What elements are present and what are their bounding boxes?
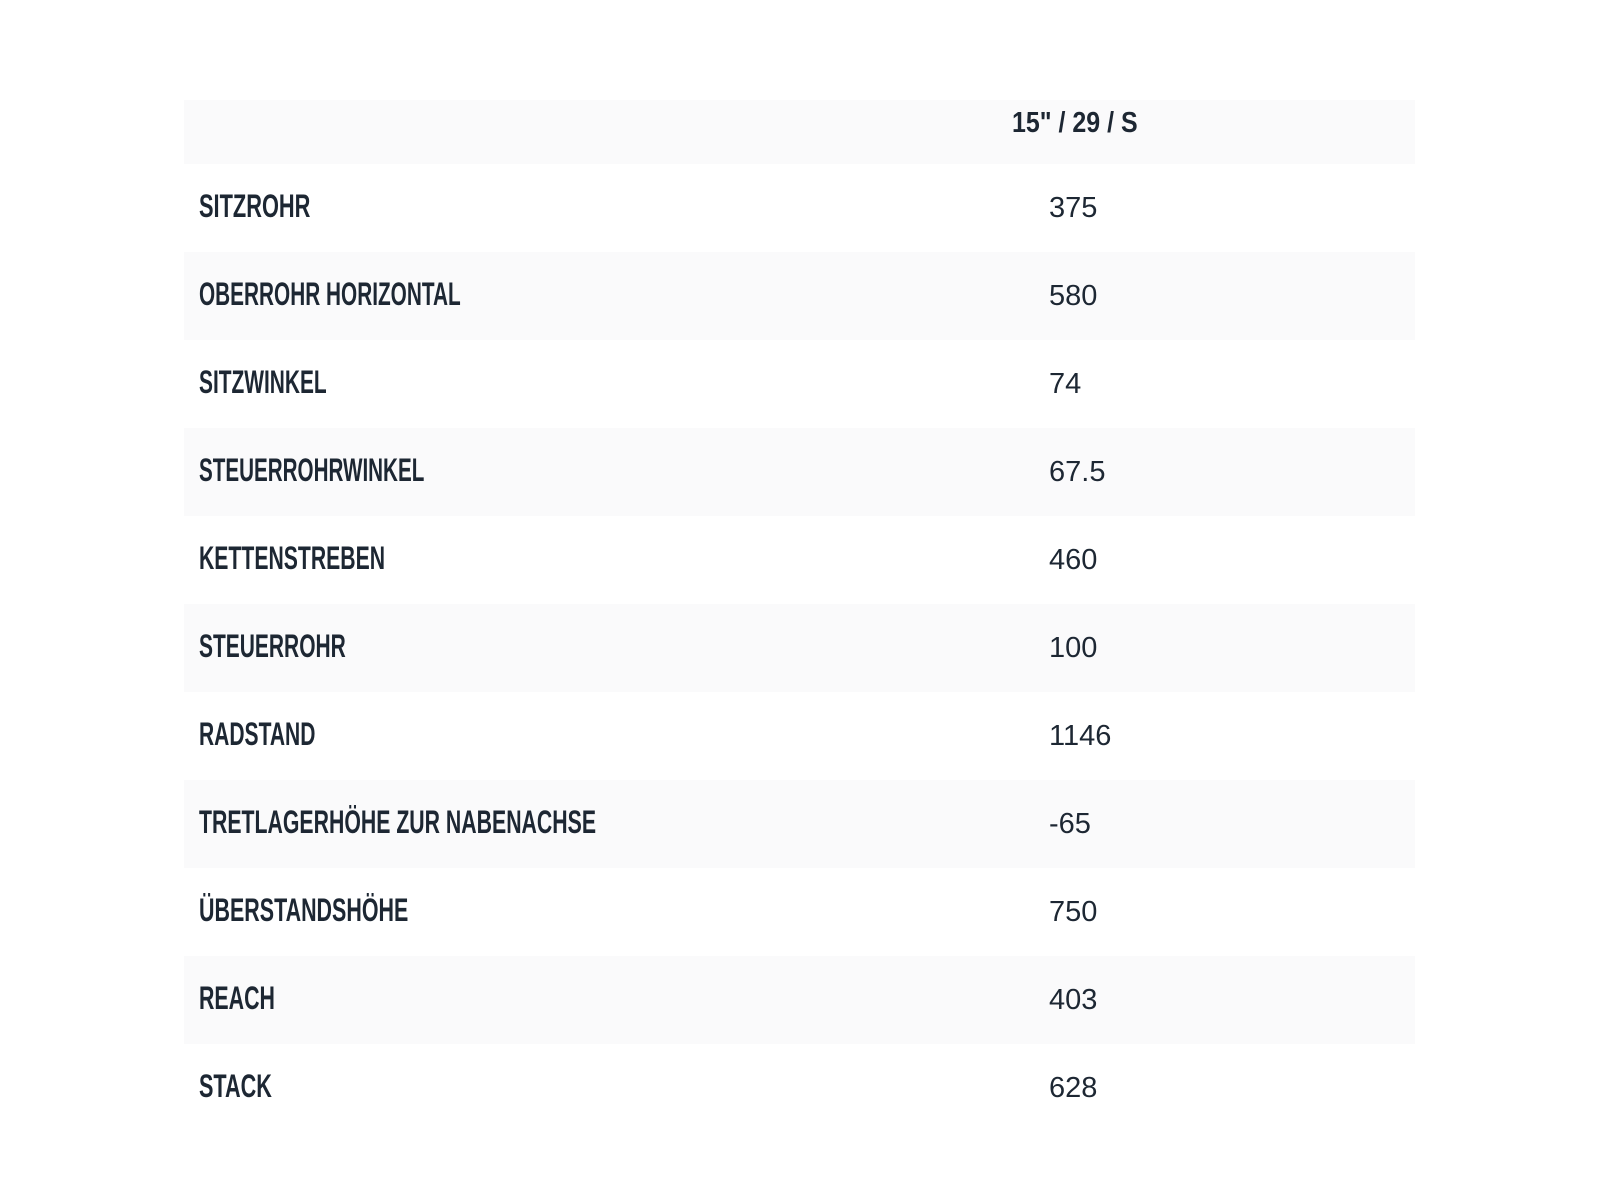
- svg-text:STACK: STACK: [199, 1068, 272, 1104]
- svg-text:STEUERROHR: STEUERROHR: [199, 628, 346, 664]
- svg-text:TRETLAGERHÖHE ZUR NABENACHSE: TRETLAGERHÖHE ZUR NABENACHSE: [199, 804, 596, 840]
- svg-text:SITZROHR: SITZROHR: [199, 188, 310, 224]
- svg-text:RADSTAND: RADSTAND: [199, 716, 315, 752]
- svg-text:SITZWINKEL: SITZWINKEL: [199, 364, 327, 400]
- svg-text:15" / 29 / S: 15" / 29 / S: [1012, 107, 1138, 139]
- svg-text:REACH: REACH: [199, 980, 275, 1016]
- svg-text:ÜBERSTANDSHÖHE: ÜBERSTANDSHÖHE: [199, 892, 408, 928]
- svg-text:KETTENSTREBEN: KETTENSTREBEN: [199, 540, 385, 576]
- svg-text:OBERROHR HORIZONTAL: OBERROHR HORIZONTAL: [199, 276, 461, 312]
- svg-text:STEUERROHRWINKEL: STEUERROHRWINKEL: [199, 452, 424, 488]
